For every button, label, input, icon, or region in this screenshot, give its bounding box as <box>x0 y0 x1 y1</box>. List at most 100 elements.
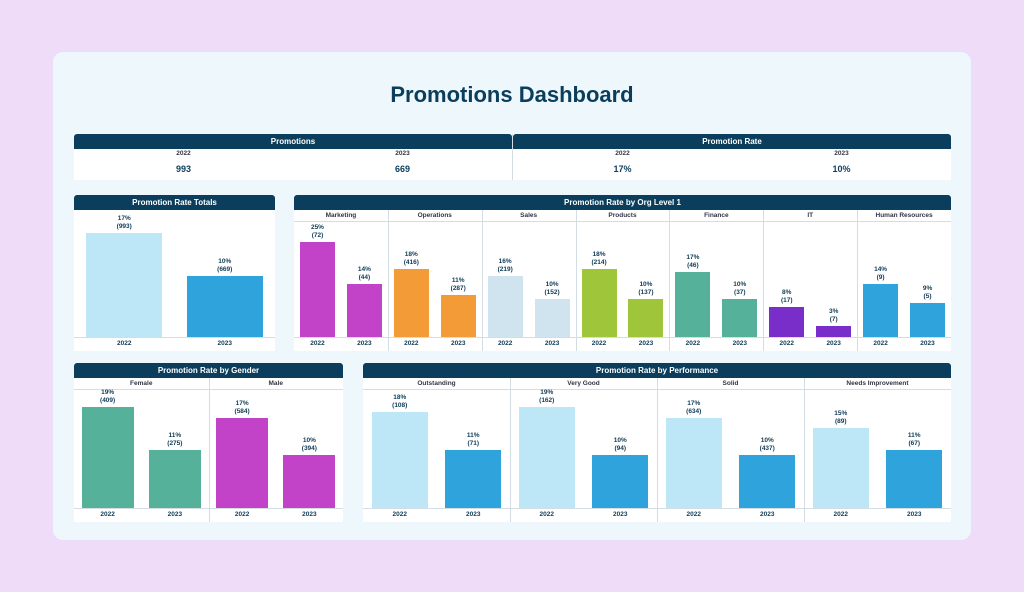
x-tick-label: 2022 <box>873 340 888 347</box>
x-tick-label: 2023 <box>826 340 841 347</box>
x-tick-label: 2022 <box>234 511 250 518</box>
data-label-percent: 10% <box>545 281 559 288</box>
section-name-very-good: Very Good <box>567 380 600 387</box>
data-label-percent: 14% <box>874 266 888 273</box>
x-tick-label: 2023 <box>760 511 775 518</box>
data-label: 10% (152) <box>522 281 582 297</box>
bar-outstanding-2023 <box>445 450 502 508</box>
bar-marketing-2023 <box>346 284 382 337</box>
data-label: 18% (108) <box>370 394 430 410</box>
x-tick-label: 2023 <box>451 340 466 347</box>
section-divider <box>387 210 389 351</box>
data-label-percent: 10% <box>613 437 627 444</box>
data-label: 11% (67) <box>884 432 944 448</box>
data-label: 14% (44) <box>334 266 394 282</box>
x-axis-line <box>294 337 951 338</box>
x-tick-label: 2022 <box>310 340 325 347</box>
bar-female-2022 <box>81 407 134 508</box>
kpi-rate-2023: 2023 10% <box>732 149 951 180</box>
data-label-percent: 10% <box>302 437 316 444</box>
kpi-promotions-2023: 2023 669 <box>293 149 512 180</box>
x-tick-label: 2023 <box>167 511 183 518</box>
data-label-count: (219) <box>497 266 513 273</box>
data-label-count: (275) <box>167 440 183 447</box>
bar-human-resources-2023 <box>910 303 946 337</box>
section-name-human-resources: Human Resources <box>875 212 933 219</box>
section-divider <box>657 378 658 522</box>
data-label-count: (584) <box>234 408 250 415</box>
data-label-count: (137) <box>638 289 654 296</box>
chart-panel-totals: Promotion Rate Totals 17% (993) 2022 10% (66… <box>74 195 275 351</box>
data-label-count: (7) <box>829 316 838 323</box>
data-label: 8% (17) <box>757 289 817 305</box>
data-label-count: (89) <box>834 418 847 425</box>
data-label: 17% (584) <box>212 400 272 416</box>
section-name-finance: Finance <box>704 212 729 219</box>
section-divider <box>481 210 483 351</box>
x-tick-label: 2022 <box>404 340 419 347</box>
data-label-count: (394) <box>301 445 317 452</box>
data-label-count: (71) <box>467 440 480 447</box>
x-tick-label: 2023 <box>638 340 654 347</box>
data-label: 18% (214) <box>569 251 629 267</box>
bar-operations-2022 <box>393 269 429 337</box>
data-label-count: (152) <box>544 289 560 296</box>
chart-title: Promotion Rate by Performance <box>363 363 951 378</box>
x-tick-label: 2022 <box>833 511 848 518</box>
data-label: 10% (669) <box>195 258 255 274</box>
data-label: 17% (634) <box>664 400 724 416</box>
data-label: 19% (162) <box>517 389 577 405</box>
data-label: 10% (137) <box>616 281 676 297</box>
data-label-percent: 17% <box>117 215 131 222</box>
section-name-outstanding: Outstanding <box>417 380 456 387</box>
data-label-percent: 16% <box>498 258 512 265</box>
x-tick-label: 2022 <box>539 511 554 518</box>
kpi-value: 17% <box>613 164 632 174</box>
data-label: 10% (94) <box>590 437 650 453</box>
data-label-count: (9) <box>876 274 885 281</box>
data-label-percent: 8% <box>782 289 792 296</box>
x-tick-label: 2023 <box>907 511 922 518</box>
data-label-count: (44) <box>358 274 371 281</box>
section-divider <box>763 210 765 351</box>
bar-solid-2023 <box>739 455 796 508</box>
chart-panel-performance: Promotion Rate by Performance Outstandin… <box>363 363 951 522</box>
x-tick-label: 2022 <box>392 511 407 518</box>
bar-female-2023 <box>148 450 201 508</box>
kpi-rate-panel: Promotion Rate 2022 17% 2023 10% <box>513 134 951 180</box>
bar-marketing-2022 <box>299 242 335 337</box>
data-label-percent: 15% <box>834 410 848 417</box>
kpi-value: 10% <box>832 164 851 174</box>
data-label-count: (409) <box>100 397 116 404</box>
data-label: 9% (5) <box>898 285 958 301</box>
kpi-promotions-panel: Promotions 2022 993 2023 669 <box>74 134 512 180</box>
data-label: 19% (409) <box>78 389 138 405</box>
x-tick-label: 2023 <box>302 511 317 518</box>
section-name-male: Male <box>268 380 283 387</box>
data-label: 10% (394) <box>279 437 339 453</box>
data-label-percent: 10% <box>733 281 747 288</box>
bar-male-2023 <box>283 455 336 508</box>
bar-it-2023 <box>816 326 852 337</box>
x-tick-label: 2023 <box>544 340 560 347</box>
data-label-count: (437) <box>759 445 775 452</box>
kpi-value: 993 <box>175 164 192 174</box>
bar-outstanding-2022 <box>371 412 428 508</box>
kpi-rate-header: Promotion Rate <box>513 134 951 149</box>
chart-title: Promotion Rate by Org Level 1 <box>294 195 951 210</box>
x-tick-label: 2022 <box>685 340 701 347</box>
page-title: Promotions Dashboard <box>390 82 634 107</box>
data-label-percent: 18% <box>404 251 418 258</box>
data-label-percent: 17% <box>686 254 700 261</box>
data-label-count: (287) <box>450 285 466 292</box>
data-label-percent: 14% <box>357 266 371 273</box>
data-label-count: (162) <box>539 397 555 404</box>
data-label-count: (416) <box>403 259 419 266</box>
section-divider <box>857 210 859 351</box>
section-divider <box>575 210 577 351</box>
x-tick-label: 2023 <box>613 511 628 518</box>
data-label-count: (634) <box>686 408 702 415</box>
section-divider <box>510 378 511 522</box>
data-label: 10% (37) <box>710 281 770 297</box>
data-label-percent: 10% <box>218 258 232 265</box>
